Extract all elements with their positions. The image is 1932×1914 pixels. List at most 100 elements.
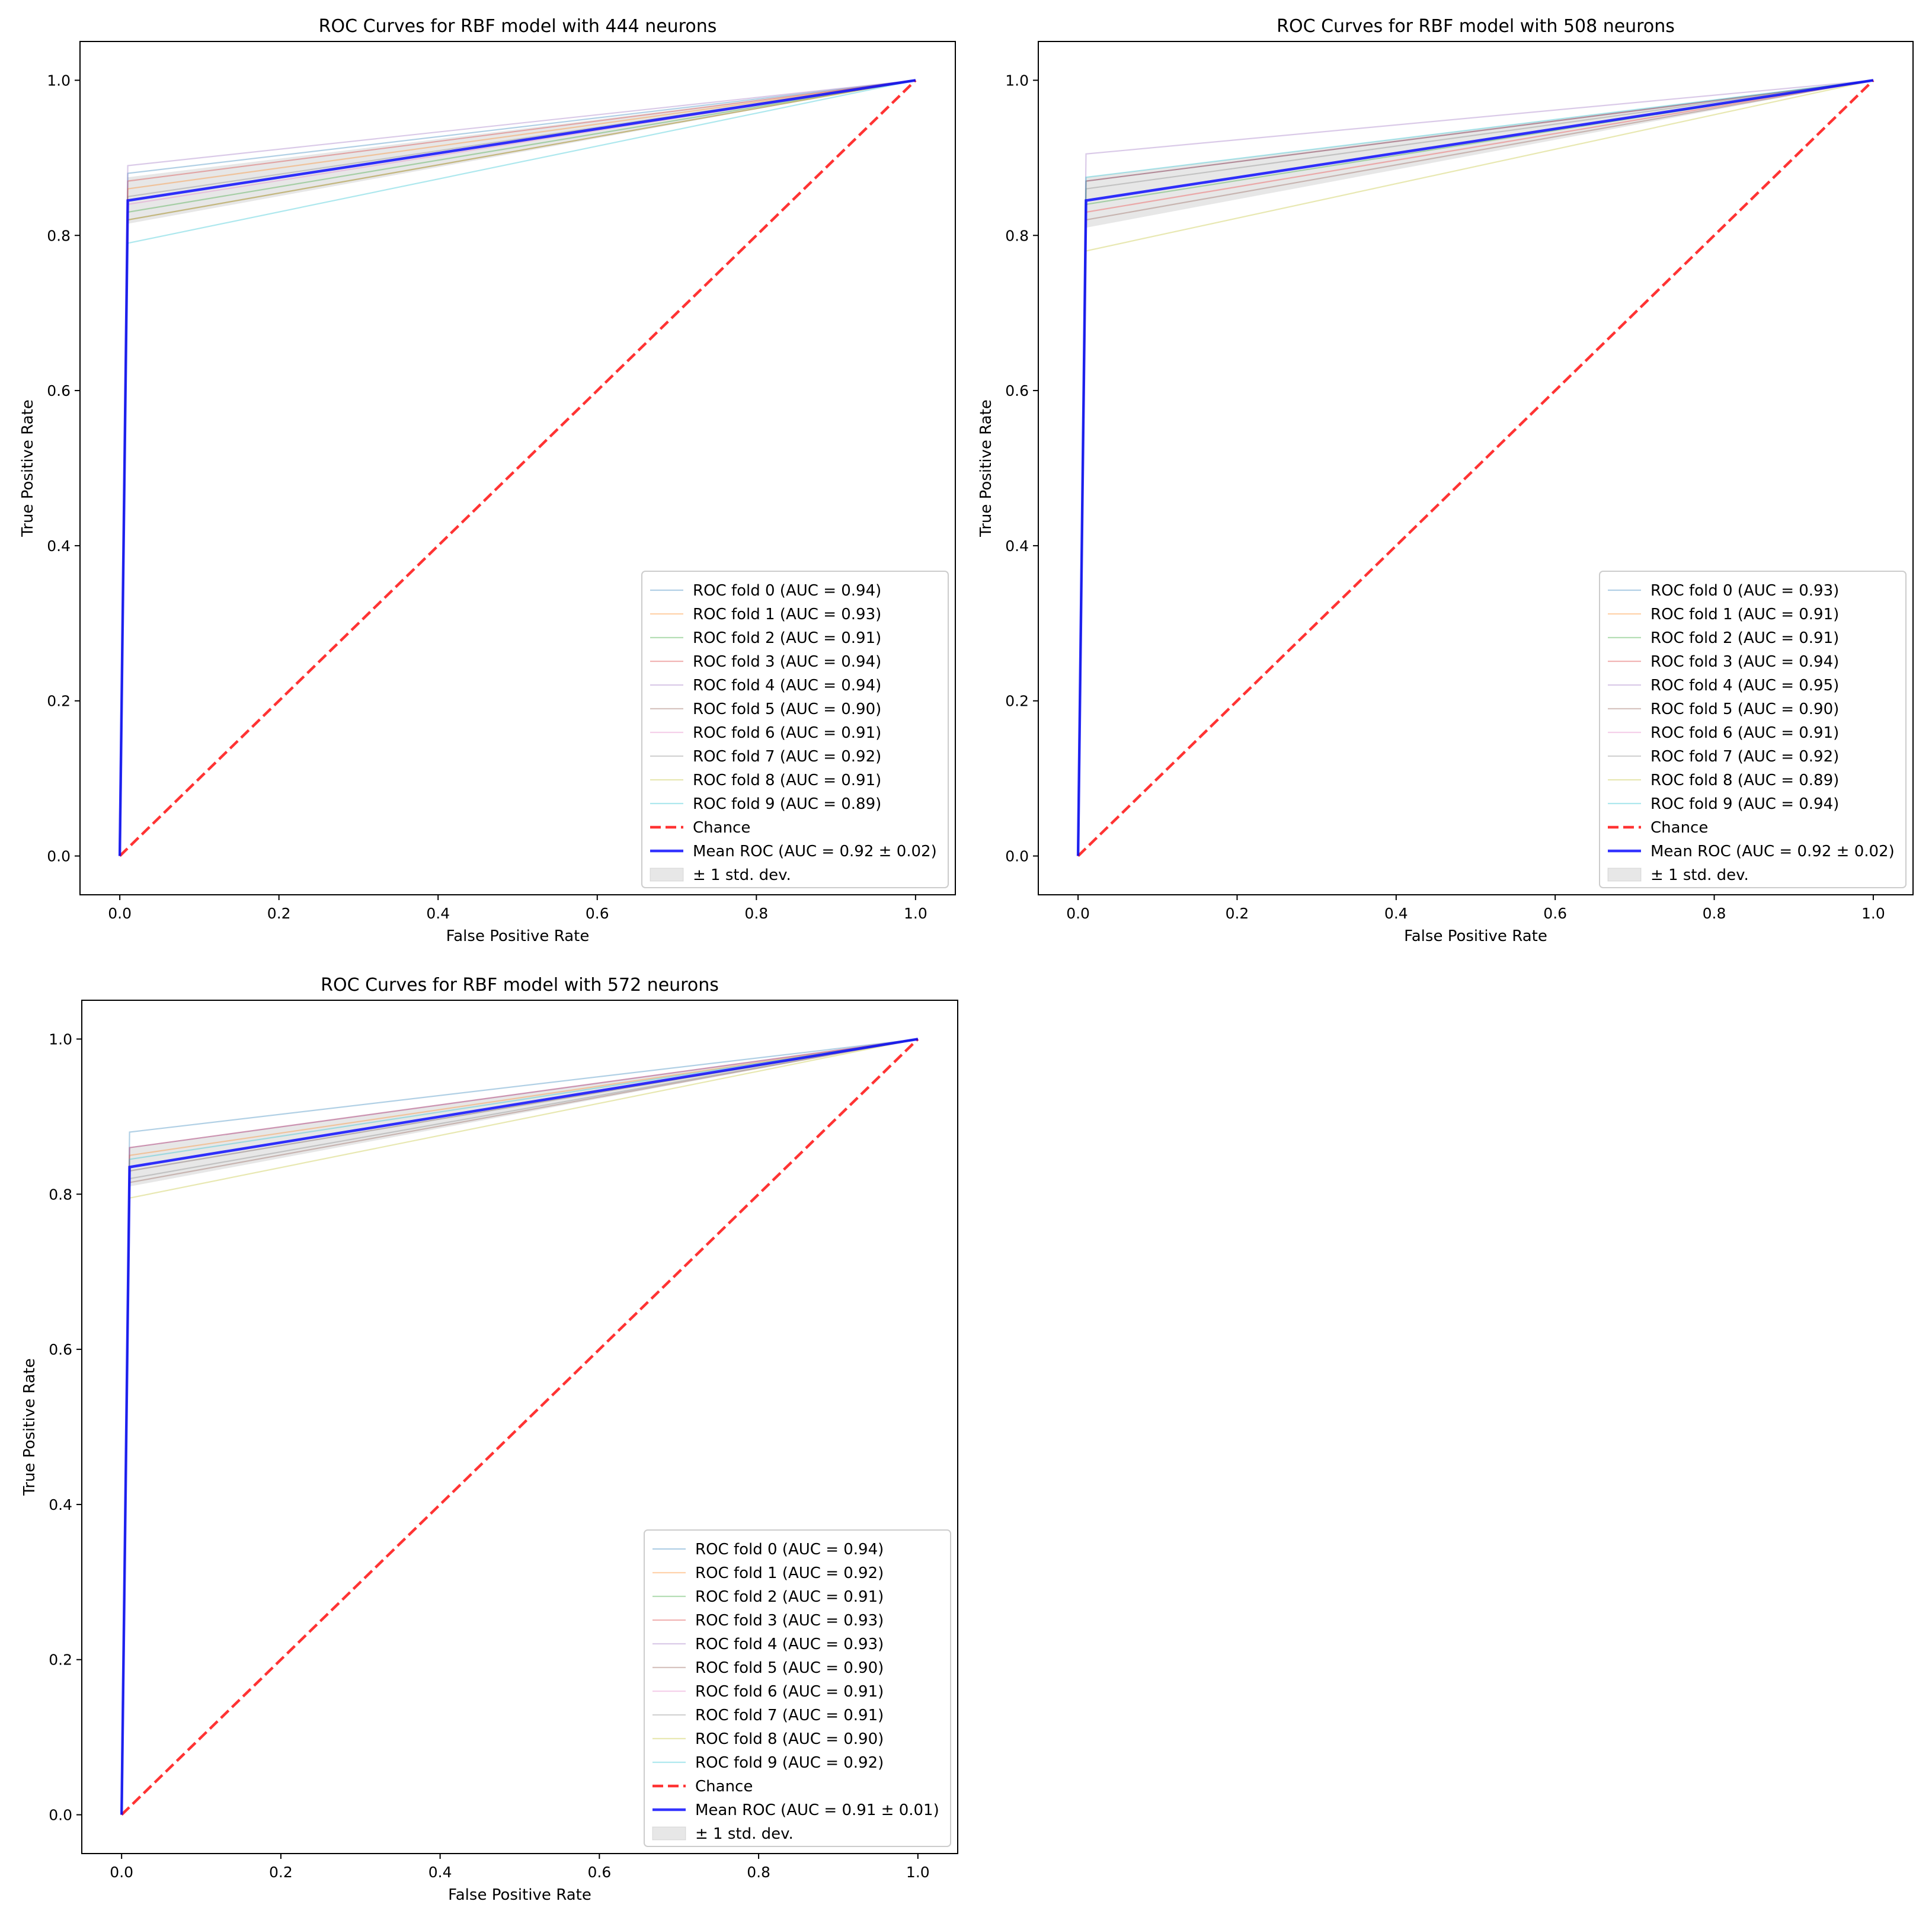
y-tick-label: 0.2 — [1005, 693, 1029, 710]
x-tick-label: 0.8 — [747, 1864, 770, 1881]
legend-label-fold-4: ROC fold 4 (AUC = 0.93) — [695, 1635, 884, 1653]
legend-label-mean: Mean ROC (AUC = 0.92 ± 0.02) — [1650, 843, 1895, 860]
legend: ROC fold 0 (AUC = 0.93) ROC fold 1 (AUC =… — [1599, 571, 1907, 888]
y-tick-label: 0.4 — [49, 1496, 72, 1513]
legend: ROC fold 0 (AUC = 0.94) ROC fold 1 (AUC =… — [644, 1529, 951, 1847]
chart-title: ROC Curves for RBF model with 572 neuron… — [321, 975, 719, 996]
legend-label-fold-0: ROC fold 0 (AUC = 0.94) — [695, 1541, 884, 1558]
y-axis-label: True Positive Rate — [19, 399, 37, 537]
legend-label-fold-9: ROC fold 9 (AUC = 0.92) — [695, 1754, 884, 1772]
legend-key-band — [650, 868, 684, 882]
x-tick-label: 0.0 — [108, 905, 132, 922]
legend-label-fold-5: ROC fold 5 (AUC = 0.90) — [693, 700, 881, 718]
mean-roc-line — [118, 79, 916, 856]
x-tick-label: 0.8 — [744, 905, 768, 922]
y-tick-label: 1.0 — [47, 72, 71, 89]
roc-chart-572-neurons: ROC Curves for RBF model with 572 neuron… — [21, 975, 958, 1904]
chance-line — [120, 1038, 919, 1816]
y-axis-label: True Positive Rate — [21, 1358, 39, 1496]
legend-label-fold-8: ROC fold 8 (AUC = 0.91) — [693, 772, 881, 789]
x-tick-label: 1.0 — [906, 1864, 930, 1881]
legend-label-chance: Chance — [693, 819, 750, 837]
y-tick-label: 0.0 — [47, 848, 71, 865]
legend-label-fold-5: ROC fold 5 (AUC = 0.90) — [1650, 700, 1839, 718]
mean-roc-line — [120, 1038, 919, 1815]
legend-label-fold-3: ROC fold 3 (AUC = 0.94) — [693, 653, 881, 671]
legend-label-fold-6: ROC fold 6 (AUC = 0.91) — [693, 724, 881, 742]
legend-label-fold-7: ROC fold 7 (AUC = 0.92) — [693, 748, 881, 766]
x-tick-label: 0.2 — [267, 905, 291, 922]
legend-label-fold-8: ROC fold 8 (AUC = 0.90) — [695, 1730, 884, 1748]
y-tick-label: 0.6 — [47, 382, 71, 399]
legend-label-fold-9: ROC fold 9 (AUC = 0.89) — [693, 795, 881, 813]
axes-frame — [1038, 41, 1914, 895]
x-axis-label: False Positive Rate — [1404, 927, 1547, 945]
legend-label-fold-6: ROC fold 6 (AUC = 0.91) — [1650, 724, 1839, 742]
x-tick-label: 0.2 — [269, 1864, 293, 1881]
x-tick-label: 0.4 — [426, 905, 450, 922]
y-axis-label: True Positive Rate — [977, 399, 995, 537]
roc-chart-508-neurons: ROC Curves for RBF model with 508 neuron… — [977, 16, 1914, 945]
legend-label-mean: Mean ROC (AUC = 0.92 ± 0.02) — [693, 843, 937, 860]
legend-label-fold-3: ROC fold 3 (AUC = 0.94) — [1650, 653, 1839, 671]
chance-line — [119, 79, 917, 857]
legend-label-fold-8: ROC fold 8 (AUC = 0.89) — [1650, 772, 1839, 789]
y-tick-label: 0.8 — [1005, 227, 1029, 244]
legend-label-fold-4: ROC fold 4 (AUC = 0.94) — [693, 677, 881, 694]
x-tick-label: 0.4 — [428, 1864, 452, 1881]
x-tick-label: 0.0 — [110, 1864, 133, 1881]
x-tick-label: 0.8 — [1703, 905, 1726, 922]
axes-frame — [79, 41, 956, 895]
roc-chart-444-neurons: ROC Curves for RBF model with 444 neuron… — [19, 16, 956, 945]
y-tick-label: 0.0 — [1005, 848, 1029, 865]
legend-label-band: ± 1 std. dev. — [1650, 866, 1749, 884]
y-tick-label: 1.0 — [49, 1030, 72, 1048]
y-tick-label: 0.8 — [47, 227, 71, 244]
x-tick-label: 0.2 — [1226, 905, 1249, 922]
x-axis-label: False Positive Rate — [448, 1886, 591, 1904]
x-axis-label: False Positive Rate — [446, 927, 590, 945]
legend-key-band — [1607, 868, 1642, 882]
y-tick-label: 0.2 — [47, 693, 71, 710]
legend-label-chance: Chance — [1650, 819, 1708, 837]
legend-label-fold-6: ROC fold 6 (AUC = 0.91) — [695, 1683, 884, 1701]
chart-title: ROC Curves for RBF model with 508 neuron… — [1277, 16, 1675, 37]
x-tick-label: 1.0 — [1861, 905, 1885, 922]
legend-label-fold-1: ROC fold 1 (AUC = 0.91) — [1650, 606, 1839, 623]
legend-box — [641, 571, 949, 888]
legend-label-fold-9: ROC fold 9 (AUC = 0.94) — [1650, 795, 1839, 813]
x-tick-label: 1.0 — [904, 905, 927, 922]
legend-label-fold-7: ROC fold 7 (AUC = 0.92) — [1650, 748, 1839, 766]
legend-box — [1599, 571, 1907, 888]
legend-label-fold-5: ROC fold 5 (AUC = 0.90) — [695, 1659, 884, 1677]
legend-label-fold-3: ROC fold 3 (AUC = 0.93) — [695, 1612, 884, 1630]
y-tick-label: 0.0 — [49, 1807, 72, 1824]
legend: ROC fold 0 (AUC = 0.94) ROC fold 1 (AUC =… — [641, 571, 949, 888]
y-tick-label: 0.2 — [49, 1651, 72, 1669]
y-tick-label: 1.0 — [1005, 72, 1029, 89]
legend-label-fold-2: ROC fold 2 (AUC = 0.91) — [693, 629, 881, 647]
chance-line — [1077, 79, 1875, 857]
legend-label-band: ± 1 std. dev. — [695, 1825, 794, 1843]
legend-label-band: ± 1 std. dev. — [693, 866, 791, 884]
legend-label-fold-2: ROC fold 2 (AUC = 0.91) — [1650, 629, 1839, 647]
y-tick-label: 0.8 — [49, 1186, 72, 1203]
chart-title: ROC Curves for RBF model with 444 neuron… — [319, 16, 717, 37]
legend-label-fold-0: ROC fold 0 (AUC = 0.94) — [693, 582, 881, 600]
legend-label-mean: Mean ROC (AUC = 0.91 ± 0.01) — [695, 1801, 939, 1819]
y-tick-label: 0.4 — [1005, 537, 1029, 555]
legend-key-band — [652, 1826, 686, 1841]
y-tick-label: 0.4 — [47, 537, 71, 555]
legend-label-fold-4: ROC fold 4 (AUC = 0.95) — [1650, 677, 1839, 694]
legend-label-fold-1: ROC fold 1 (AUC = 0.92) — [695, 1564, 884, 1582]
legend-label-fold-0: ROC fold 0 (AUC = 0.93) — [1650, 582, 1839, 600]
y-tick-label: 0.6 — [1005, 382, 1029, 399]
legend-label-fold-2: ROC fold 2 (AUC = 0.91) — [695, 1588, 884, 1606]
mean-roc-line — [1076, 79, 1874, 856]
y-tick-label: 0.6 — [49, 1341, 72, 1358]
legend-label-chance: Chance — [695, 1778, 753, 1795]
x-tick-label: 0.6 — [586, 905, 609, 922]
legend-label-fold-1: ROC fold 1 (AUC = 0.93) — [693, 606, 881, 623]
x-tick-label: 0.6 — [1543, 905, 1567, 922]
